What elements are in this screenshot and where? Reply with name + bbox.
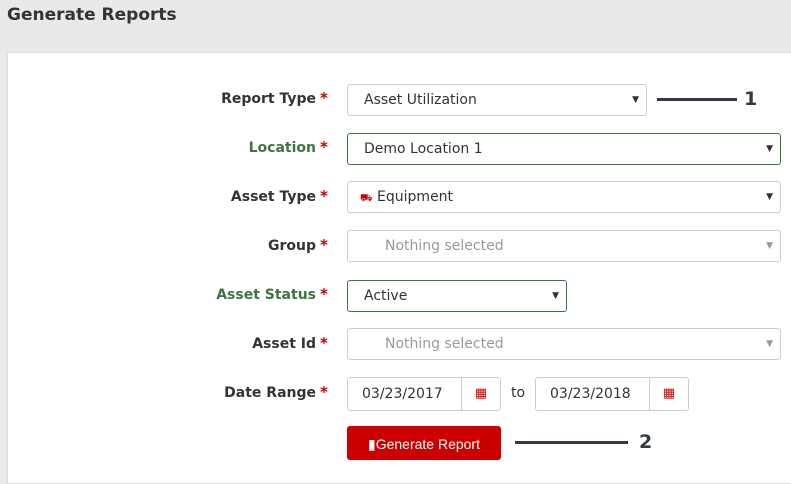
required-mark: * <box>320 187 328 205</box>
report-type-select[interactable]: Asset Utilization ▼ <box>347 84 647 116</box>
asset-type-label: Asset Type <box>230 189 316 205</box>
generate-report-label: Generate Report <box>375 436 480 452</box>
calendar-icon[interactable]: ▦ <box>461 378 500 410</box>
location-label: Location <box>248 140 316 156</box>
required-mark: * <box>320 383 328 401</box>
group-label: Group <box>267 238 316 254</box>
required-mark: * <box>320 89 328 107</box>
date-from-input[interactable]: 03/23/2017 ▦ <box>347 377 501 411</box>
annotation-number: 1 <box>744 88 758 110</box>
location-select[interactable]: Demo Location 1 ▼ <box>347 133 781 165</box>
annotation-number: 2 <box>639 431 653 453</box>
required-mark: * <box>320 285 328 303</box>
caret-down-icon: ▼ <box>552 291 559 301</box>
asset-id-label: Asset Id <box>252 336 316 352</box>
group-select[interactable]: Nothing selected ▼ <box>347 230 781 262</box>
date-to-value: 03/23/2018 <box>550 386 631 402</box>
caret-down-icon: ▼ <box>766 144 773 154</box>
caret-down-icon: ▼ <box>632 95 639 105</box>
asset-status-value: Active <box>364 288 408 304</box>
date-range-label: Date Range <box>224 385 316 401</box>
caret-down-icon: ▼ <box>766 192 773 202</box>
equipment-icon: ⛟ <box>360 193 373 204</box>
asset-status-label: Asset Status <box>216 287 316 303</box>
annotation-line <box>657 98 737 101</box>
annotation-line <box>515 441 628 444</box>
generate-report-button[interactable]: ▮Generate Report <box>347 426 501 460</box>
group-placeholder: Nothing selected <box>385 238 504 254</box>
page-title: Generate Reports <box>7 5 177 25</box>
required-mark: * <box>320 236 328 254</box>
calendar-icon[interactable]: ▦ <box>649 378 688 410</box>
date-from-value: 03/23/2017 <box>362 386 443 402</box>
location-value: Demo Location 1 <box>364 141 483 157</box>
asset-id-placeholder: Nothing selected <box>385 336 504 352</box>
asset-status-select[interactable]: Active ▼ <box>347 280 567 312</box>
report-type-value: Asset Utilization <box>364 92 477 108</box>
asset-id-select[interactable]: Nothing selected ▼ <box>347 328 781 360</box>
caret-down-icon: ▼ <box>766 339 773 349</box>
caret-down-icon: ▼ <box>766 241 773 251</box>
date-separator: to <box>511 385 526 401</box>
report-icon: ▮ <box>367 436 376 452</box>
asset-type-value: Equipment <box>377 189 454 205</box>
asset-type-select[interactable]: ⛟ Equipment ▼ <box>347 181 781 213</box>
date-to-input[interactable]: 03/23/2018 ▦ <box>535 377 689 411</box>
required-mark: * <box>320 334 328 352</box>
report-type-label: Report Type <box>221 91 316 107</box>
report-form-panel <box>7 52 791 484</box>
required-mark: * <box>320 138 328 156</box>
